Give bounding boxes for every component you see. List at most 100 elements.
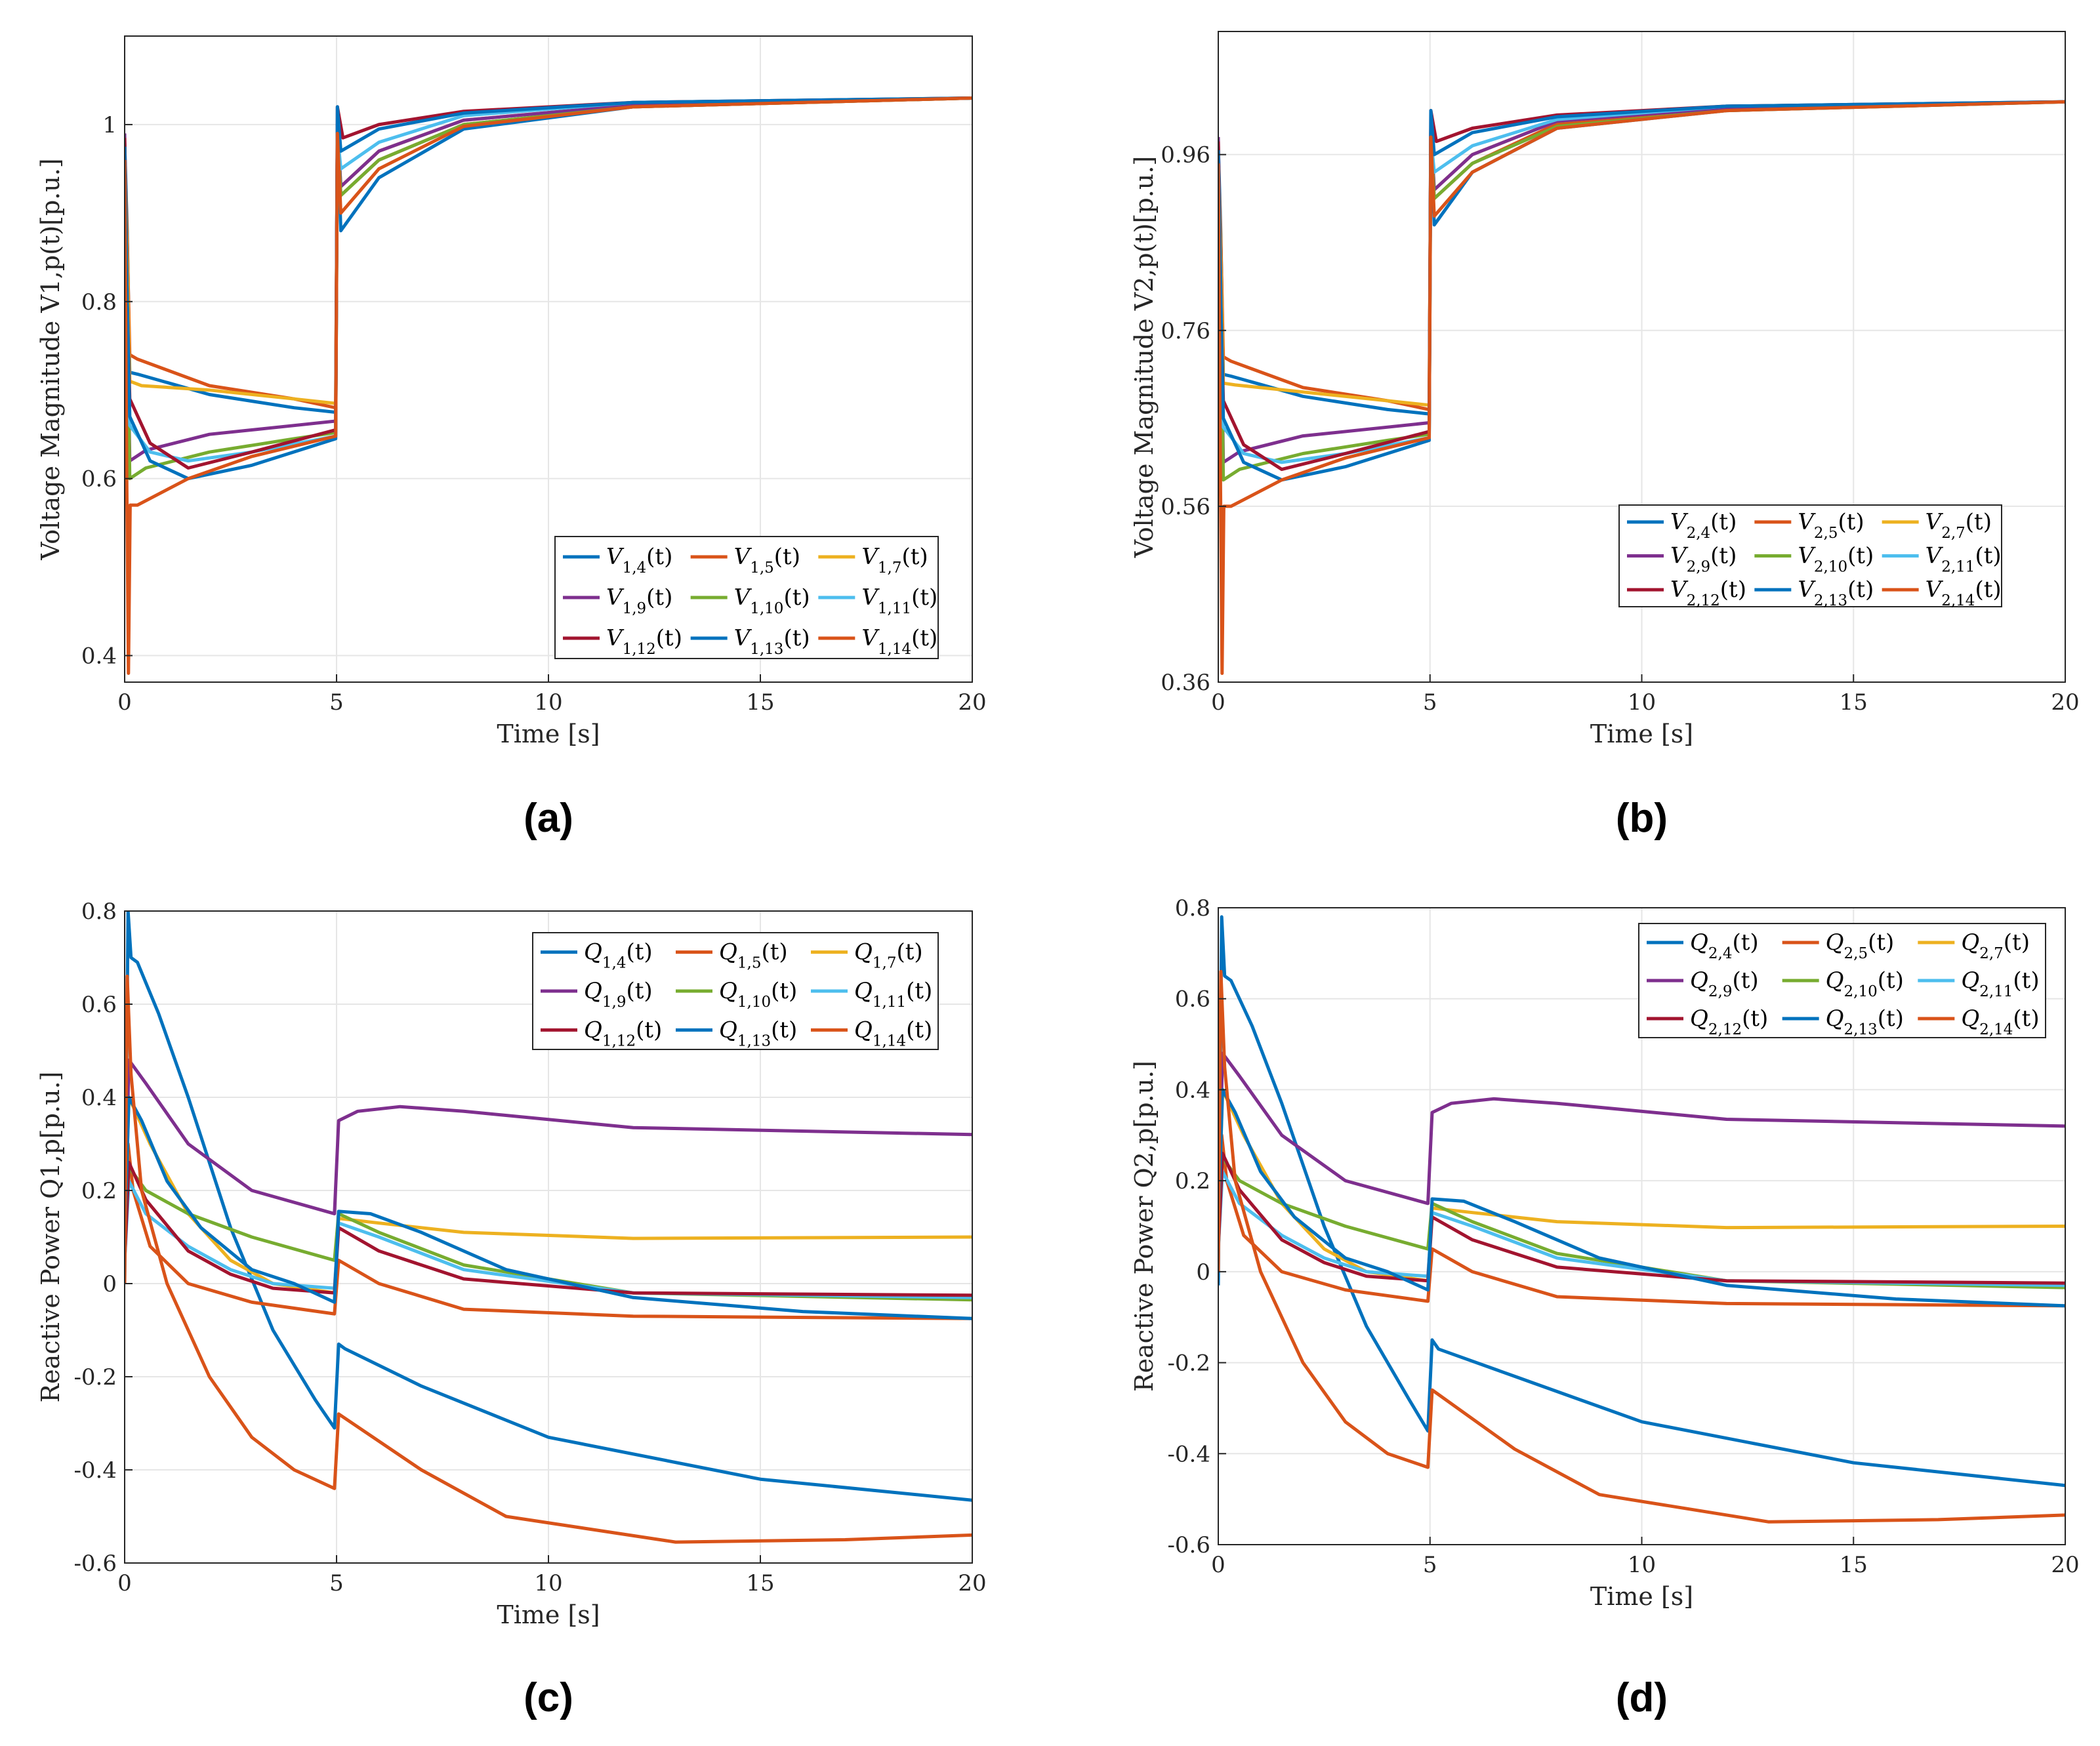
panel-d: 0 5 10 15 20 -0.6 -0.4 -0.2 0 0.2 0.4 0.6 0.8 Time [s… xyxy=(1130,895,2080,1720)
y-tick-label: 0 xyxy=(102,1271,117,1297)
legend-label-1: Q2,4(t) xyxy=(1690,929,1759,962)
x-tick-label: 5 xyxy=(1423,1552,1437,1578)
legend-label-3: Q1,7(t) xyxy=(854,939,923,972)
y-tick-label: 0.96 xyxy=(1161,142,1210,169)
series-group xyxy=(125,96,972,675)
legend-label-5: Q1,10(t) xyxy=(719,978,797,1011)
series-line-9 xyxy=(125,974,972,1544)
legend-label-3: Q2,7(t) xyxy=(1961,929,2030,962)
y-tick-label: 0.6 xyxy=(81,466,117,493)
x-tick-label: 20 xyxy=(2051,689,2079,716)
legend-box xyxy=(1618,504,2002,607)
y-tick-label: -0.6 xyxy=(1167,1532,1210,1558)
y-tick-label: 0.56 xyxy=(1161,494,1210,520)
x-tick-label: 20 xyxy=(958,1570,986,1596)
y-tick-label: 0.6 xyxy=(81,992,117,1018)
y-axis-label: Voltage Magnitude V2,p(t)[p.u.] xyxy=(1130,156,1159,559)
y-tick-label: 0.4 xyxy=(81,643,117,670)
y-tick-label: -0.2 xyxy=(1167,1350,1210,1377)
legend-label-6: Q2,11(t) xyxy=(1961,967,2039,1000)
y-tick-label: -0.4 xyxy=(73,1457,117,1484)
legend-label-8: Q1,13(t) xyxy=(719,1017,797,1049)
series-line-4 xyxy=(125,1058,972,1238)
legend-label-9: V2,14(t) xyxy=(1925,577,2002,609)
x-tick-label: 5 xyxy=(1423,689,1437,716)
legend-label-5: V2,10(t) xyxy=(1798,543,1874,576)
y-tick-label: -0.4 xyxy=(1167,1441,1210,1467)
legend: Q2,4(t) Q2,5(t) Q2,7(t) Q2,9(t) Q2,10(t) Q2,1… xyxy=(1638,923,2046,1038)
x-tick-label: 5 xyxy=(329,689,344,716)
legend-box xyxy=(532,932,939,1050)
x-axis-label: Time [s] xyxy=(497,720,600,748)
x-tick-label: 10 xyxy=(534,1570,562,1596)
series-line-8 xyxy=(125,1095,972,1320)
y-tick-label: 0.8 xyxy=(1175,895,1210,922)
y-axis-label: Voltage Magnitude V1,p(t)[p.u.] xyxy=(36,158,65,561)
series-line-8 xyxy=(1218,100,2065,482)
legend-label-5: Q2,10(t) xyxy=(1826,967,1904,1000)
y-tick-label: 0.8 xyxy=(81,899,117,925)
x-tick-label: 5 xyxy=(329,1570,344,1596)
legend-label-9: Q2,14(t) xyxy=(1961,1005,2039,1038)
y-tick-label: 0.36 xyxy=(1161,670,1210,696)
x-tick-label: 15 xyxy=(746,689,774,716)
y-tick-label: 0.6 xyxy=(1175,986,1210,1013)
y-tick-label: 0 xyxy=(1196,1259,1210,1286)
x-tick-label: 10 xyxy=(1628,1552,1656,1578)
legend-label-2: V1,5(t) xyxy=(734,544,800,577)
x-tick-label: 0 xyxy=(117,1570,132,1596)
legend-label-5: V1,10(t) xyxy=(734,584,810,617)
legend-box xyxy=(1638,923,2046,1038)
y-tick-label: 0.8 xyxy=(81,289,117,315)
x-axis-label: Time [s] xyxy=(1590,1582,1693,1611)
y-tick-label: 0.4 xyxy=(81,1085,117,1111)
legend-label-8: Q2,13(t) xyxy=(1826,1005,1904,1038)
legend-label-4: V2,9(t) xyxy=(1670,543,1737,576)
legend-label-3: V2,7(t) xyxy=(1925,509,1992,542)
y-tick-label: -0.6 xyxy=(73,1551,117,1577)
series-line-6 xyxy=(1218,1169,2065,1288)
panel-label: (b) xyxy=(1616,796,1668,841)
series-line-1 xyxy=(125,911,972,1502)
panel-label: (d) xyxy=(1616,1675,1668,1720)
legend-label-6: V1,11(t) xyxy=(861,584,937,617)
legend-label-1: Q1,4(t) xyxy=(584,939,653,972)
legend-label-7: Q2,12(t) xyxy=(1690,1005,1768,1038)
x-tick-label: 15 xyxy=(1840,1552,1868,1578)
legend-label-4: V1,9(t) xyxy=(606,584,672,617)
series-line-2 xyxy=(125,1142,972,1320)
y-tick-label: 0.76 xyxy=(1161,318,1210,344)
series-line-9 xyxy=(125,96,972,675)
x-tick-label: 10 xyxy=(534,689,562,716)
legend: V1,4(t) V1,5(t) V1,7(t) V1,9(t) V1,10(t) V1,1… xyxy=(554,536,939,659)
legend-label-9: V1,14(t) xyxy=(861,625,937,658)
y-tick-label: -0.2 xyxy=(73,1364,117,1391)
legend-label-2: V2,5(t) xyxy=(1798,509,1864,542)
series-group xyxy=(1218,915,2065,1524)
series-line-8 xyxy=(1218,1087,2065,1308)
legend-label-9: Q1,14(t) xyxy=(854,1017,932,1049)
x-axis-label: Time [s] xyxy=(497,1600,600,1629)
y-tick-label: 0.4 xyxy=(1175,1077,1210,1103)
x-tick-label: 15 xyxy=(746,1570,774,1596)
legend-label-2: Q1,5(t) xyxy=(719,939,788,972)
legend-label-7: V2,12(t) xyxy=(1670,577,1746,609)
legend-label-4: Q2,9(t) xyxy=(1690,967,1759,1000)
y-tick-label: 0.2 xyxy=(81,1178,117,1204)
series-line-6 xyxy=(125,1179,972,1299)
legend-label-1: V2,4(t) xyxy=(1670,509,1737,542)
legend-label-7: Q1,12(t) xyxy=(584,1017,662,1049)
panel-b: 0 5 10 15 20 0.36 0.56 0.76 0.96 Time [s] Voltage … xyxy=(1130,31,2080,841)
series-line-8 xyxy=(125,96,972,481)
legend-label-6: Q1,11(t) xyxy=(854,978,932,1011)
x-tick-label: 0 xyxy=(117,689,132,716)
series-line-9 xyxy=(1218,969,2065,1524)
x-tick-label: 10 xyxy=(1628,689,1656,716)
y-axis-label: Reactive Power Q1,p[p.u.] xyxy=(36,1071,65,1402)
legend-label-4: Q1,9(t) xyxy=(584,978,653,1011)
legend-label-8: V1,13(t) xyxy=(734,625,810,658)
x-tick-label: 15 xyxy=(1840,689,1868,716)
x-tick-label: 0 xyxy=(1211,689,1225,716)
x-tick-label: 20 xyxy=(2051,1552,2079,1578)
legend-label-3: V1,7(t) xyxy=(861,544,928,577)
